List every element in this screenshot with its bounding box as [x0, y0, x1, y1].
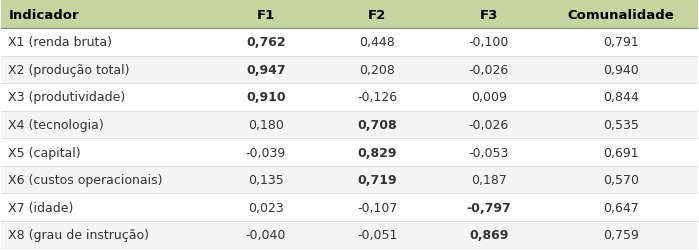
Text: 0,570: 0,570 [603, 174, 639, 186]
Text: -0,039: -0,039 [246, 146, 286, 159]
FancyBboxPatch shape [1, 111, 698, 139]
FancyBboxPatch shape [1, 29, 698, 56]
Text: 0,448: 0,448 [359, 36, 395, 49]
Text: F3: F3 [480, 9, 498, 22]
Text: Indicador: Indicador [8, 9, 79, 22]
Text: 0,009: 0,009 [471, 91, 507, 104]
Text: -0,126: -0,126 [357, 91, 398, 104]
Text: 0,869: 0,869 [469, 228, 508, 241]
Text: -0,107: -0,107 [357, 201, 398, 214]
FancyBboxPatch shape [1, 56, 698, 84]
Text: -0,026: -0,026 [468, 118, 509, 132]
Text: X8 (grau de instrução): X8 (grau de instrução) [8, 228, 150, 241]
FancyBboxPatch shape [1, 2, 698, 29]
Text: 0,844: 0,844 [603, 91, 639, 104]
Text: 0,187: 0,187 [471, 174, 507, 186]
Text: 0,647: 0,647 [603, 201, 639, 214]
Text: X4 (tecnologia): X4 (tecnologia) [8, 118, 104, 132]
Text: 0,762: 0,762 [246, 36, 286, 49]
Text: 0,940: 0,940 [603, 64, 639, 76]
Text: F2: F2 [368, 9, 387, 22]
Text: 0,759: 0,759 [603, 228, 639, 241]
FancyBboxPatch shape [1, 221, 698, 248]
Text: 0,023: 0,023 [248, 201, 284, 214]
Text: 0,180: 0,180 [248, 118, 284, 132]
Text: 0,208: 0,208 [359, 64, 396, 76]
Text: -0,040: -0,040 [246, 228, 286, 241]
Text: 0,691: 0,691 [603, 146, 639, 159]
FancyBboxPatch shape [1, 139, 698, 166]
Text: -0,051: -0,051 [357, 228, 398, 241]
Text: 0,829: 0,829 [358, 146, 397, 159]
Text: X6 (custos operacionais): X6 (custos operacionais) [8, 174, 163, 186]
Text: X5 (capital): X5 (capital) [8, 146, 81, 159]
FancyBboxPatch shape [1, 166, 698, 194]
FancyBboxPatch shape [1, 84, 698, 111]
Text: X7 (idade): X7 (idade) [8, 201, 73, 214]
Text: 0,947: 0,947 [246, 64, 286, 76]
Text: X1 (renda bruta): X1 (renda bruta) [8, 36, 113, 49]
FancyBboxPatch shape [1, 194, 698, 221]
Text: Comunalidade: Comunalidade [568, 9, 675, 22]
Text: -0,100: -0,100 [468, 36, 509, 49]
Text: 0,135: 0,135 [248, 174, 284, 186]
Text: F1: F1 [257, 9, 275, 22]
Text: -0,797: -0,797 [466, 201, 511, 214]
Text: 0,910: 0,910 [246, 91, 286, 104]
Text: 0,708: 0,708 [357, 118, 397, 132]
Text: 0,719: 0,719 [357, 174, 397, 186]
Text: X3 (produtividade): X3 (produtividade) [8, 91, 126, 104]
Text: 0,791: 0,791 [603, 36, 639, 49]
Text: 0,535: 0,535 [603, 118, 639, 132]
Text: -0,026: -0,026 [468, 64, 509, 76]
Text: -0,053: -0,053 [468, 146, 509, 159]
Text: X2 (produção total): X2 (produção total) [8, 64, 130, 76]
